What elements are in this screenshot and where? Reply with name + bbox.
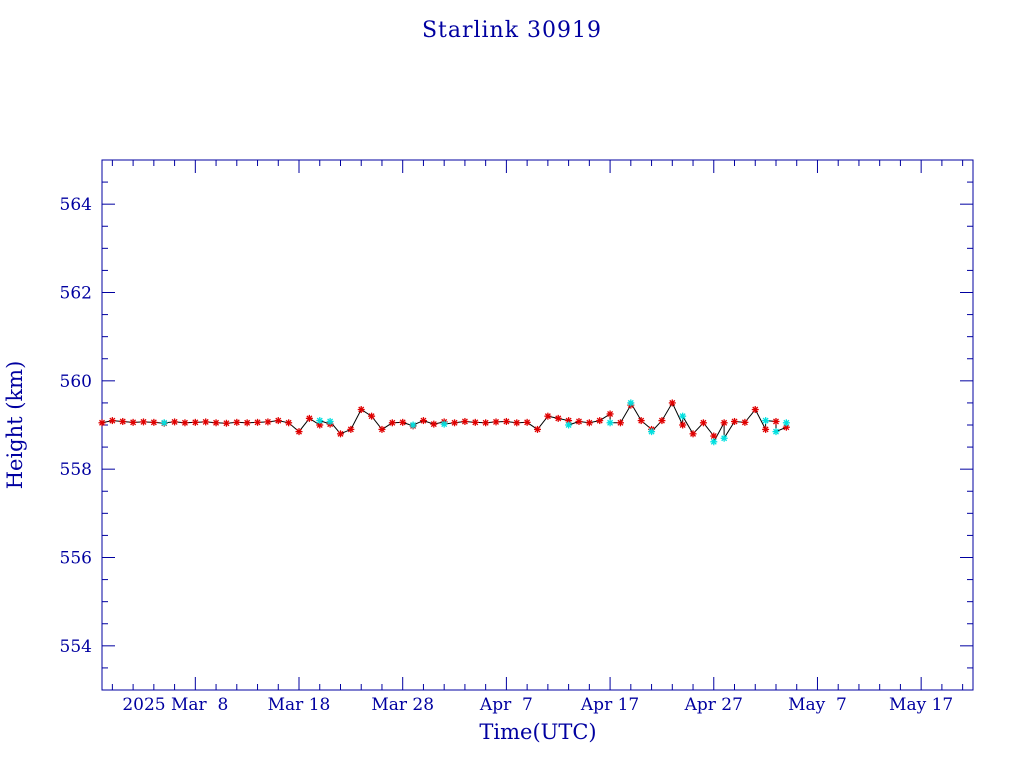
data-point bbox=[658, 417, 666, 425]
x-axis-tick-labels: 2025 Mar 8 Mar 18 Mar 28 Apr 7 Apr 17 Apr 27 M… bbox=[122, 695, 953, 715]
data-point bbox=[326, 417, 334, 425]
data-point bbox=[606, 410, 614, 418]
data-point bbox=[606, 419, 614, 427]
x-tick-label: 2025 Mar 8 bbox=[122, 695, 228, 715]
data-point bbox=[222, 419, 230, 427]
data-point bbox=[254, 418, 262, 426]
y-tick-label: 558 bbox=[60, 460, 92, 480]
data-point bbox=[336, 430, 344, 438]
data-point bbox=[285, 419, 293, 427]
data-point bbox=[731, 417, 739, 425]
data-point bbox=[357, 406, 365, 414]
data-point bbox=[575, 417, 583, 425]
data-point bbox=[119, 417, 127, 425]
data-point bbox=[409, 421, 417, 429]
data-point bbox=[295, 428, 303, 436]
x-axis-ticks bbox=[111, 160, 964, 690]
data-point bbox=[616, 419, 624, 427]
data-point bbox=[461, 417, 469, 425]
data-point bbox=[378, 425, 386, 433]
x-tick-label: May 7 bbox=[788, 695, 847, 715]
x-tick-label: Apr 27 bbox=[684, 695, 743, 715]
data-point bbox=[565, 421, 573, 429]
data-point bbox=[627, 399, 635, 407]
data-point bbox=[160, 419, 168, 427]
y-tick-label: 564 bbox=[60, 195, 92, 215]
data-point bbox=[347, 425, 355, 433]
y-tick-label: 562 bbox=[60, 284, 92, 304]
data-point bbox=[264, 418, 272, 426]
data-point bbox=[689, 430, 697, 438]
data-point bbox=[129, 418, 137, 426]
data-point bbox=[637, 417, 645, 425]
data-point bbox=[502, 417, 510, 425]
data-point bbox=[513, 419, 521, 427]
data-point bbox=[139, 418, 147, 426]
data-point bbox=[585, 419, 593, 427]
data-point bbox=[534, 425, 541, 433]
data-point bbox=[720, 434, 728, 442]
data-point bbox=[741, 418, 749, 426]
data-point bbox=[440, 420, 448, 428]
data-point bbox=[648, 428, 656, 436]
data-point bbox=[150, 418, 158, 426]
data-point bbox=[471, 418, 479, 426]
data-point bbox=[772, 428, 780, 436]
x-tick-label: Mar 28 bbox=[371, 695, 434, 715]
data-point bbox=[544, 412, 552, 420]
y-axis-label: Height (km) bbox=[3, 361, 27, 490]
data-point bbox=[212, 419, 220, 427]
data-point bbox=[762, 425, 770, 433]
data-point bbox=[565, 417, 573, 425]
data-point bbox=[274, 417, 282, 425]
trajectory-line bbox=[101, 401, 787, 443]
data-point bbox=[399, 418, 407, 426]
data-point bbox=[762, 417, 770, 425]
data-point bbox=[772, 417, 780, 425]
x-tick-label: May 17 bbox=[889, 695, 953, 715]
data-point bbox=[243, 419, 251, 427]
plot-frame bbox=[101, 159, 974, 691]
data-point bbox=[171, 418, 179, 426]
data-point bbox=[191, 418, 199, 426]
data-point bbox=[368, 412, 376, 420]
data-point bbox=[451, 419, 459, 427]
data-point bbox=[492, 418, 500, 426]
data-point bbox=[720, 419, 728, 427]
x-axis-label: Time(UTC) bbox=[479, 720, 596, 744]
data-point bbox=[388, 419, 396, 427]
data-point bbox=[108, 417, 116, 425]
data-point bbox=[751, 406, 759, 414]
data-point bbox=[699, 419, 707, 427]
data-point bbox=[202, 418, 210, 426]
data-point bbox=[233, 418, 241, 426]
data-point bbox=[419, 417, 427, 425]
x-tick-label: Apr 17 bbox=[580, 695, 639, 715]
y-tick-label: 556 bbox=[60, 549, 92, 569]
x-tick-label: Apr 7 bbox=[479, 695, 533, 715]
y-tick-label: 560 bbox=[60, 372, 92, 392]
data-point bbox=[782, 419, 790, 427]
y-axis-tick-labels: 554 556 558 560 562 564 bbox=[60, 195, 92, 657]
data-point bbox=[305, 414, 313, 422]
data-point bbox=[554, 414, 562, 422]
data-point bbox=[668, 399, 676, 407]
y-tick-label: 554 bbox=[60, 637, 92, 657]
data-point bbox=[316, 417, 324, 425]
series-layer bbox=[98, 399, 790, 446]
y-axis-ticks bbox=[102, 159, 973, 691]
data-point bbox=[523, 418, 531, 426]
data-point bbox=[679, 412, 687, 420]
chart-title: Starlink 30919 bbox=[422, 18, 602, 43]
data-point bbox=[430, 420, 438, 428]
data-point bbox=[482, 419, 490, 427]
x-tick-label: Mar 18 bbox=[268, 695, 331, 715]
data-point bbox=[710, 438, 718, 446]
data-point bbox=[679, 421, 687, 429]
data-point bbox=[710, 432, 718, 440]
data-point bbox=[181, 419, 189, 427]
data-point bbox=[596, 417, 604, 425]
data-point bbox=[98, 419, 106, 427]
